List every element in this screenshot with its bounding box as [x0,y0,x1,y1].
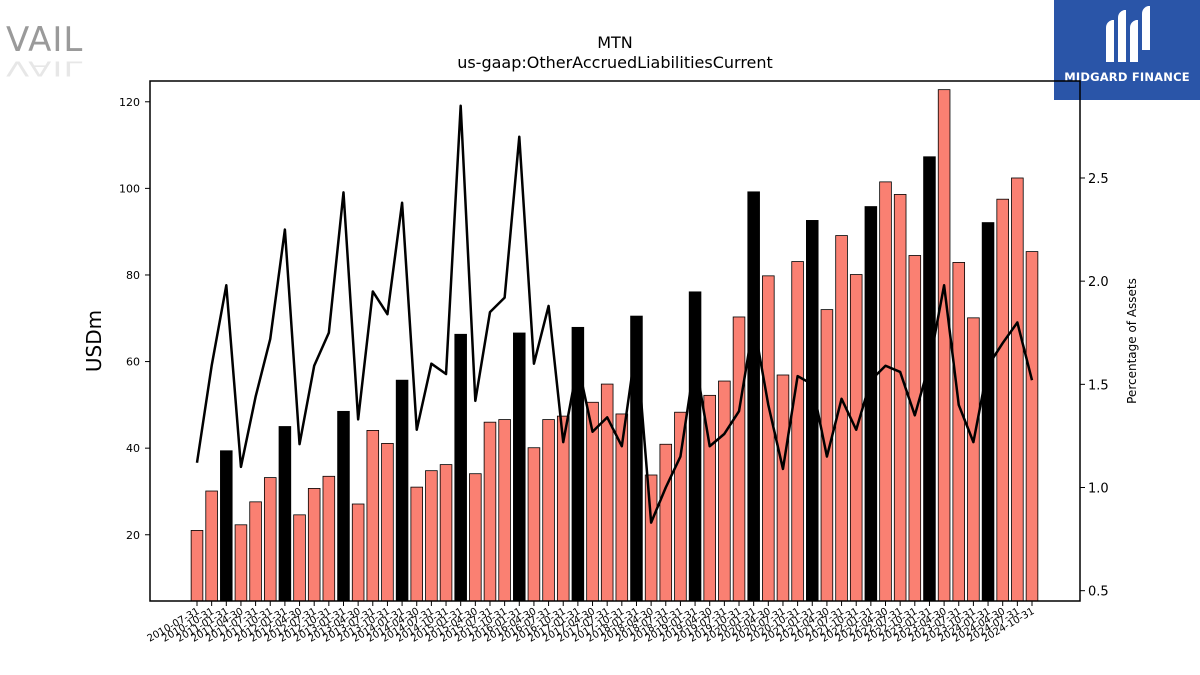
bar-2018-04-30 [644,474,658,602]
bar-2024-07-31 [1011,177,1024,602]
y-tick-label: 120 [119,96,140,109]
bar-2014-10-31 [439,464,453,602]
bar-2012-07-31 [307,488,321,602]
bar-2019-10-31 [732,316,746,602]
bar-2014-07-31 [425,470,438,602]
midgard-m-icon [1106,6,1150,62]
bar-2022-07-31 [893,194,907,602]
axes-layer: 204060801001200.51.01.52.02.52010-07-312… [119,96,1109,645]
bar-2015-10-31 [498,419,511,602]
bar-2012-01-31 [278,426,292,602]
bar-2020-10-31 [791,261,804,602]
bar-2018-10-31 [674,411,687,602]
y2-tick-label: 2.0 [1088,275,1109,290]
bar-2019-01-31 [688,291,702,602]
bar-2013-01-31 [337,410,350,602]
bars-layer [190,89,1039,602]
bar-2014-01-31 [395,379,409,602]
bar-2015-07-31 [483,421,497,602]
y2-tick-label: 1.5 [1088,378,1109,393]
bar-2016-01-31 [513,332,526,602]
bar-2010-07-31 [190,530,204,602]
bar-2011-10-31 [263,477,277,602]
bar-2015-04-30 [469,473,482,602]
bar-2022-01-31 [864,206,878,602]
bar-2019-07-31 [718,380,731,602]
bar-2016-07-31 [542,419,555,602]
y2-tick-label: 1.0 [1088,482,1109,497]
bar-2021-10-31 [849,274,863,602]
y-tick-label: 60 [126,356,140,369]
bar-2014-04-30 [410,486,424,602]
bar-2023-10-31 [967,317,980,602]
midgard-finance-logo: MIDGARD FINANCE [1054,0,1200,100]
bar-2010-10-31 [205,490,218,602]
y2-axis-label: Percentage of Assets [1125,278,1139,404]
bar-2020-07-31 [776,374,790,602]
y-tick-label: 80 [126,269,140,282]
bar-2015-01-31 [454,333,467,602]
bar-2013-04-30 [351,503,365,602]
bar-2013-07-31 [366,430,380,602]
vail-logo: VAIL VAIL [6,20,84,80]
percentage-of-assets-line [195,104,1034,524]
bar-2011-07-31 [249,501,262,602]
bar-2011-04-30 [234,524,248,602]
bar-2023-07-31 [952,262,966,602]
y-tick-label: 20 [126,529,140,542]
bar-2022-04-30 [879,181,892,602]
chart-subtitle: us-gaap:OtherAccruedLiabilitiesCurrent [457,53,773,72]
bar-2011-01-31 [220,450,233,602]
y-axis-label: USDm [82,310,106,372]
bar-2020-04-30 [762,275,775,602]
bar-2016-10-31 [556,415,570,602]
bar-2018-07-31 [659,443,673,602]
y-tick-label: 40 [126,442,140,455]
bar-2024-01-31 [981,222,995,602]
plot-frame [149,80,1081,602]
bar-2024-04-30 [996,198,1009,602]
y-tick-label: 100 [119,182,140,195]
bar-2024-10-31 [1025,251,1039,602]
vail-logo-text: VAIL [6,20,84,60]
line-layer [195,104,1034,524]
midgard-logo-label: MIDGARD FINANCE [1064,70,1190,84]
bar-2012-04-30 [293,514,306,602]
chart-title: MTN [597,33,633,52]
y2-tick-label: 2.5 [1088,172,1109,187]
bar-2020-01-31 [747,191,760,602]
bar-2016-04-30 [527,447,541,602]
bar-2023-04-30 [937,89,951,602]
bar-2022-10-31 [908,255,922,602]
bar-2018-01-31 [630,315,643,602]
bar-2012-10-31 [322,475,336,602]
y2-tick-label: 0.5 [1088,585,1109,600]
bar-2013-10-31 [381,442,394,602]
